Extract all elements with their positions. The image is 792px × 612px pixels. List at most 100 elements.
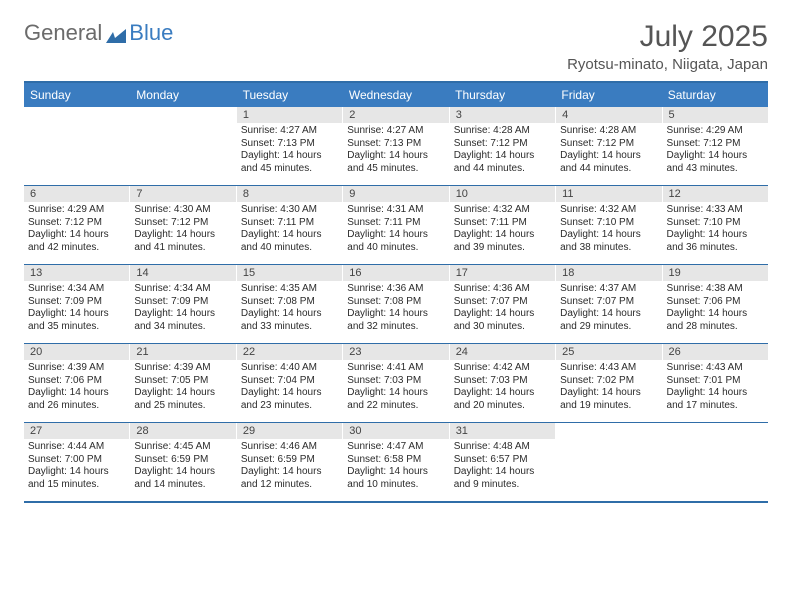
sunset-text: Sunset: 7:03 PM bbox=[454, 375, 551, 388]
sunrise-text: Sunrise: 4:33 AM bbox=[667, 204, 764, 217]
sunset-text: Sunset: 6:58 PM bbox=[347, 454, 444, 467]
calendar-day bbox=[24, 107, 129, 185]
day-number: 2 bbox=[343, 107, 448, 123]
sunset-text: Sunset: 7:12 PM bbox=[454, 138, 551, 151]
day-detail: Sunrise: 4:43 AMSunset: 7:02 PMDaylight:… bbox=[556, 360, 661, 416]
day-detail: Sunrise: 4:31 AMSunset: 7:11 PMDaylight:… bbox=[343, 202, 448, 258]
day-number: 8 bbox=[237, 186, 342, 202]
calendar-week: 13Sunrise: 4:34 AMSunset: 7:09 PMDayligh… bbox=[24, 265, 768, 344]
day-number: 6 bbox=[24, 186, 129, 202]
day-number: 12 bbox=[663, 186, 768, 202]
sunrise-text: Sunrise: 4:39 AM bbox=[134, 362, 231, 375]
daylight-text: Daylight: 14 hours and 17 minutes. bbox=[667, 387, 764, 412]
calendar-day: 27Sunrise: 4:44 AMSunset: 7:00 PMDayligh… bbox=[24, 423, 129, 501]
sunset-text: Sunset: 7:03 PM bbox=[347, 375, 444, 388]
sunset-text: Sunset: 7:00 PM bbox=[28, 454, 125, 467]
day-detail: Sunrise: 4:30 AMSunset: 7:12 PMDaylight:… bbox=[130, 202, 235, 258]
sunrise-text: Sunrise: 4:30 AM bbox=[241, 204, 338, 217]
daylight-text: Daylight: 14 hours and 29 minutes. bbox=[560, 308, 657, 333]
calendar-day bbox=[129, 107, 235, 185]
sunrise-text: Sunrise: 4:34 AM bbox=[134, 283, 231, 296]
sunrise-text: Sunrise: 4:32 AM bbox=[560, 204, 657, 217]
sunrise-text: Sunrise: 4:37 AM bbox=[560, 283, 657, 296]
calendar-day: 1Sunrise: 4:27 AMSunset: 7:13 PMDaylight… bbox=[236, 107, 342, 185]
sunrise-text: Sunrise: 4:27 AM bbox=[347, 125, 444, 138]
sunrise-text: Sunrise: 4:46 AM bbox=[241, 441, 338, 454]
day-detail: Sunrise: 4:34 AMSunset: 7:09 PMDaylight:… bbox=[130, 281, 235, 337]
day-number: 25 bbox=[556, 344, 661, 360]
calendar-day: 21Sunrise: 4:39 AMSunset: 7:05 PMDayligh… bbox=[129, 344, 235, 422]
day-detail: Sunrise: 4:41 AMSunset: 7:03 PMDaylight:… bbox=[343, 360, 448, 416]
calendar-day: 13Sunrise: 4:34 AMSunset: 7:09 PMDayligh… bbox=[24, 265, 129, 343]
sunset-text: Sunset: 7:01 PM bbox=[667, 375, 764, 388]
sunset-text: Sunset: 7:05 PM bbox=[134, 375, 231, 388]
day-detail: Sunrise: 4:34 AMSunset: 7:09 PMDaylight:… bbox=[24, 281, 129, 337]
sunset-text: Sunset: 6:57 PM bbox=[454, 454, 551, 467]
title-month: July 2025 bbox=[567, 20, 768, 54]
weekday-header: Saturday bbox=[662, 83, 768, 107]
calendar-day: 30Sunrise: 4:47 AMSunset: 6:58 PMDayligh… bbox=[342, 423, 448, 501]
daylight-text: Daylight: 14 hours and 23 minutes. bbox=[241, 387, 338, 412]
calendar-day bbox=[662, 423, 768, 501]
day-number: 30 bbox=[343, 423, 448, 439]
day-number: 13 bbox=[24, 265, 129, 281]
daylight-text: Daylight: 14 hours and 45 minutes. bbox=[347, 150, 444, 175]
day-detail: Sunrise: 4:46 AMSunset: 6:59 PMDaylight:… bbox=[237, 439, 342, 495]
day-number: 11 bbox=[556, 186, 661, 202]
sunset-text: Sunset: 6:59 PM bbox=[241, 454, 338, 467]
sunset-text: Sunset: 7:11 PM bbox=[241, 217, 338, 230]
sunset-text: Sunset: 7:02 PM bbox=[560, 375, 657, 388]
sunset-text: Sunset: 7:04 PM bbox=[241, 375, 338, 388]
sunset-text: Sunset: 7:12 PM bbox=[667, 138, 764, 151]
brand-text-general: General bbox=[24, 20, 102, 46]
day-detail: Sunrise: 4:39 AMSunset: 7:06 PMDaylight:… bbox=[24, 360, 129, 416]
sunrise-text: Sunrise: 4:28 AM bbox=[454, 125, 551, 138]
calendar-day: 16Sunrise: 4:36 AMSunset: 7:08 PMDayligh… bbox=[342, 265, 448, 343]
day-detail: Sunrise: 4:27 AMSunset: 7:13 PMDaylight:… bbox=[237, 123, 342, 179]
day-number: 4 bbox=[556, 107, 661, 123]
calendar-day: 23Sunrise: 4:41 AMSunset: 7:03 PMDayligh… bbox=[342, 344, 448, 422]
daylight-text: Daylight: 14 hours and 22 minutes. bbox=[347, 387, 444, 412]
calendar-week: 20Sunrise: 4:39 AMSunset: 7:06 PMDayligh… bbox=[24, 344, 768, 423]
calendar-day: 19Sunrise: 4:38 AMSunset: 7:06 PMDayligh… bbox=[662, 265, 768, 343]
day-detail: Sunrise: 4:27 AMSunset: 7:13 PMDaylight:… bbox=[343, 123, 448, 179]
day-number: 23 bbox=[343, 344, 448, 360]
day-number: 17 bbox=[450, 265, 555, 281]
day-detail: Sunrise: 4:35 AMSunset: 7:08 PMDaylight:… bbox=[237, 281, 342, 337]
day-detail: Sunrise: 4:47 AMSunset: 6:58 PMDaylight:… bbox=[343, 439, 448, 495]
daylight-text: Daylight: 14 hours and 9 minutes. bbox=[454, 466, 551, 491]
day-detail: Sunrise: 4:32 AMSunset: 7:10 PMDaylight:… bbox=[556, 202, 661, 258]
calendar-page: General Blue July 2025 Ryotsu-minato, Ni… bbox=[0, 0, 792, 523]
day-number: 29 bbox=[237, 423, 342, 439]
sunset-text: Sunset: 7:07 PM bbox=[454, 296, 551, 309]
title-block: July 2025 Ryotsu-minato, Niigata, Japan bbox=[567, 20, 768, 73]
sunrise-text: Sunrise: 4:30 AM bbox=[134, 204, 231, 217]
day-number: 14 bbox=[130, 265, 235, 281]
sunrise-text: Sunrise: 4:40 AM bbox=[241, 362, 338, 375]
sunrise-text: Sunrise: 4:36 AM bbox=[454, 283, 551, 296]
calendar-day: 2Sunrise: 4:27 AMSunset: 7:13 PMDaylight… bbox=[342, 107, 448, 185]
brand-logo: General Blue bbox=[24, 20, 173, 46]
daylight-text: Daylight: 14 hours and 10 minutes. bbox=[347, 466, 444, 491]
day-detail: Sunrise: 4:40 AMSunset: 7:04 PMDaylight:… bbox=[237, 360, 342, 416]
sunrise-text: Sunrise: 4:31 AM bbox=[347, 204, 444, 217]
daylight-text: Daylight: 14 hours and 40 minutes. bbox=[241, 229, 338, 254]
sunset-text: Sunset: 6:59 PM bbox=[134, 454, 231, 467]
sunrise-text: Sunrise: 4:43 AM bbox=[667, 362, 764, 375]
sunset-text: Sunset: 7:10 PM bbox=[667, 217, 764, 230]
calendar-day: 22Sunrise: 4:40 AMSunset: 7:04 PMDayligh… bbox=[236, 344, 342, 422]
sunset-text: Sunset: 7:12 PM bbox=[134, 217, 231, 230]
weekday-header: Wednesday bbox=[343, 83, 449, 107]
sunrise-text: Sunrise: 4:47 AM bbox=[347, 441, 444, 454]
day-detail: Sunrise: 4:39 AMSunset: 7:05 PMDaylight:… bbox=[130, 360, 235, 416]
day-number: 10 bbox=[450, 186, 555, 202]
day-detail: Sunrise: 4:45 AMSunset: 6:59 PMDaylight:… bbox=[130, 439, 235, 495]
day-detail: Sunrise: 4:43 AMSunset: 7:01 PMDaylight:… bbox=[663, 360, 768, 416]
calendar-day: 11Sunrise: 4:32 AMSunset: 7:10 PMDayligh… bbox=[555, 186, 661, 264]
brand-text-blue: Blue bbox=[129, 20, 173, 46]
weekday-header-row: Sunday Monday Tuesday Wednesday Thursday… bbox=[24, 83, 768, 107]
daylight-text: Daylight: 14 hours and 35 minutes. bbox=[28, 308, 125, 333]
calendar-day: 9Sunrise: 4:31 AMSunset: 7:11 PMDaylight… bbox=[342, 186, 448, 264]
day-number: 31 bbox=[450, 423, 555, 439]
daylight-text: Daylight: 14 hours and 14 minutes. bbox=[134, 466, 231, 491]
